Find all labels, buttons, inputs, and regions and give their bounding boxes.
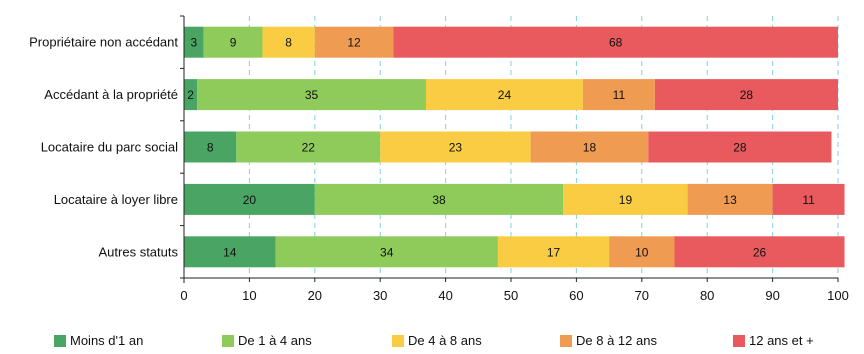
data-label: 10 xyxy=(635,245,649,259)
legend-item: De 8 à 12 ans xyxy=(560,333,657,348)
legend-label: Moins d'1 an xyxy=(70,333,144,348)
bar-segment xyxy=(197,79,426,111)
data-label: 13 xyxy=(723,193,737,207)
legend-label: 12 ans et + xyxy=(749,333,814,348)
data-label: 34 xyxy=(380,245,394,259)
data-label: 17 xyxy=(547,245,561,259)
category-label: Accédant à la propriété xyxy=(44,87,178,102)
legend-swatch xyxy=(54,334,66,347)
data-label: 24 xyxy=(498,88,512,102)
data-label: 11 xyxy=(802,193,815,207)
data-label: 19 xyxy=(619,193,633,207)
x-tick-label: 100 xyxy=(827,288,849,303)
category-label: Propriétaire non accédant xyxy=(29,35,178,50)
data-label: 2 xyxy=(187,88,194,102)
data-label: 3 xyxy=(190,36,197,50)
data-label: 9 xyxy=(230,36,237,50)
x-tick-label: 60 xyxy=(569,288,583,303)
category-label: Autres statuts xyxy=(99,244,179,259)
bar-segment xyxy=(648,131,832,163)
stacked-bar-chart: Propriétaire non accédant 3 9 8 12 68 Accédant… xyxy=(29,15,849,303)
bar-segment xyxy=(314,183,564,215)
legend-label: De 1 à 4 ans xyxy=(238,333,312,348)
bar-segment xyxy=(203,26,263,58)
data-label: 8 xyxy=(285,36,292,50)
data-label: 8 xyxy=(207,141,214,155)
bar-segment xyxy=(184,131,237,163)
data-label: 22 xyxy=(302,141,316,155)
legend-item: 12 ans et + xyxy=(733,333,814,348)
x-tick-label: 90 xyxy=(765,288,779,303)
data-label: 12 xyxy=(347,36,361,50)
bar-segment xyxy=(393,26,838,58)
legend-item: De 4 à 8 ans xyxy=(392,333,482,348)
data-label: 38 xyxy=(432,193,446,207)
bar-segment xyxy=(236,131,381,163)
bar-segment xyxy=(582,79,655,111)
bar-segment xyxy=(184,79,198,111)
x-tick-label: 70 xyxy=(635,288,649,303)
x-tick-label: 80 xyxy=(700,288,714,303)
bar-segment xyxy=(530,131,649,163)
x-tick-label: 40 xyxy=(438,288,452,303)
bar-segment xyxy=(772,183,845,215)
bar-segment xyxy=(184,26,204,58)
legend-label: De 8 à 12 ans xyxy=(576,333,657,348)
x-tick-label: 30 xyxy=(373,288,387,303)
data-label: 11 xyxy=(613,88,626,102)
legend-item: De 1 à 4 ans xyxy=(222,333,312,348)
data-label: 68 xyxy=(609,36,623,50)
legend-label: De 4 à 8 ans xyxy=(408,333,482,348)
data-label: 28 xyxy=(740,88,754,102)
legend: Moins d'1 an De 1 à 4 ans De 4 à 8 ans De 8… xyxy=(0,333,864,353)
legend-swatch xyxy=(392,334,404,347)
category-label: Locataire du parc social xyxy=(41,140,178,155)
bar-segment xyxy=(497,236,610,268)
bar-segment xyxy=(563,183,688,215)
data-label: 14 xyxy=(223,245,237,259)
bar-segment xyxy=(674,236,845,268)
bar-segment xyxy=(314,26,394,58)
category-label: Locataire à loyer libre xyxy=(54,192,178,207)
bar-segment xyxy=(184,183,315,215)
data-label: 28 xyxy=(733,141,747,155)
bar-segment xyxy=(687,183,773,215)
bar-segment xyxy=(262,26,315,58)
bar-segment xyxy=(609,236,675,268)
legend-item: Moins d'1 an xyxy=(54,333,143,348)
x-tick-label: 0 xyxy=(180,288,187,303)
data-label: 18 xyxy=(583,141,597,155)
legend-swatch xyxy=(560,334,572,347)
legend-swatch xyxy=(733,334,745,347)
legend-swatch xyxy=(222,334,234,347)
x-tick-label: 50 xyxy=(504,288,518,303)
bar-segment xyxy=(380,131,531,163)
data-label: 35 xyxy=(305,88,319,102)
data-label: 26 xyxy=(753,245,767,259)
bar-segment xyxy=(275,236,498,268)
bar-segment xyxy=(425,79,583,111)
data-label: 23 xyxy=(449,141,463,155)
x-tick-label: 20 xyxy=(308,288,322,303)
data-label: 20 xyxy=(243,193,257,207)
bar-segment xyxy=(654,79,838,111)
x-tick-label: 10 xyxy=(242,288,256,303)
bar-segment xyxy=(184,236,276,268)
